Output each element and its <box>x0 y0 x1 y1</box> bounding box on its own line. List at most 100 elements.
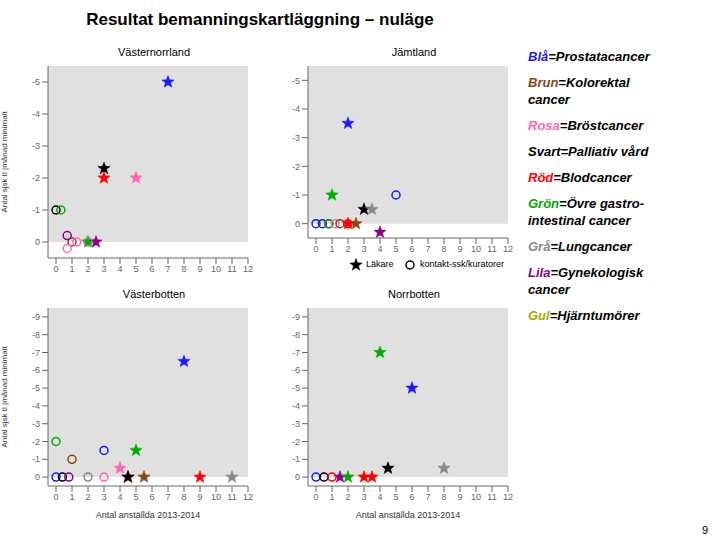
svg-text:-5: -5 <box>32 383 40 393</box>
svg-text:-8: -8 <box>32 330 40 340</box>
svg-text:4: 4 <box>117 492 122 502</box>
svg-text:-3: -3 <box>32 419 40 429</box>
svg-text:-9: -9 <box>292 312 300 322</box>
svg-text:1: 1 <box>329 492 334 502</box>
svg-text:9: 9 <box>457 492 462 502</box>
svg-text:8: 8 <box>181 264 186 274</box>
svg-text:8: 8 <box>181 492 186 502</box>
svg-text:-1: -1 <box>292 454 300 464</box>
svg-text:-2: -2 <box>292 437 300 447</box>
svg-text:0: 0 <box>53 492 58 502</box>
svg-text:2: 2 <box>345 492 350 502</box>
svg-text:Antal anställda 2013-2014: Antal anställda 2013-2014 <box>96 510 201 520</box>
html-text:Grå =Lungcancer: Grå =Lungcancer <box>528 239 632 254</box>
svg-text:12: 12 <box>243 492 253 502</box>
svg-text:Antal anställda 2013-2014: Antal anställda 2013-2014 <box>356 510 461 520</box>
svg-text:0: 0 <box>35 472 40 482</box>
svg-text:-4: -4 <box>32 401 40 411</box>
svg-text:Antal sjsk tl |månad minimalt: Antal sjsk tl |månad minimalt <box>8 111 9 213</box>
svg-text:-7: -7 <box>292 348 300 358</box>
svg-text:-5: -5 <box>32 77 40 87</box>
svg-text:3: 3 <box>101 264 106 274</box>
svg-text:12: 12 <box>503 492 513 502</box>
svg-text:0: 0 <box>313 492 318 502</box>
svg-text:3: 3 <box>361 244 366 254</box>
html-text:Lila =Gynekologisk: Lila =Gynekologisk <box>528 265 644 280</box>
html-text:Svart =Palliativ vård: Svart =Palliativ vård <box>528 144 649 159</box>
svg-text:12: 12 <box>503 244 513 254</box>
svg-text:8: 8 <box>441 492 446 502</box>
svg-text:11: 11 <box>227 264 236 274</box>
svg-text:-2: -2 <box>32 437 40 447</box>
html-text:Resultat bemanningskartläggnin: Resultat bemanningskartläggning – nuläge <box>86 10 434 29</box>
svg-text:3: 3 <box>101 492 106 502</box>
html-text:Rosa =Bröstcancer: Rosa =Bröstcancer <box>528 118 644 133</box>
svg-text:0: 0 <box>35 237 40 247</box>
html-text:Röd =Blodcancer: Röd =Blodcancer <box>528 170 632 185</box>
svg-text:10: 10 <box>211 264 221 274</box>
svg-text:-5: -5 <box>292 383 300 393</box>
svg-text:10: 10 <box>471 244 481 254</box>
svg-text:Antal sjsk tl |månad minimalt: Antal sjsk tl |månad minimalt <box>8 346 9 448</box>
svg-text:-6: -6 <box>32 365 40 375</box>
svg-text:2: 2 <box>345 244 350 254</box>
svg-text:10: 10 <box>471 492 481 502</box>
html-text:Brun =Kolorektal: Brun =Kolorektal <box>528 75 630 90</box>
svg-text:-4: -4 <box>292 104 300 114</box>
svg-text:-2: -2 <box>292 162 300 172</box>
svg-text:-7: -7 <box>32 348 40 358</box>
svg-text:0: 0 <box>295 472 300 482</box>
svg-text:0: 0 <box>295 219 300 229</box>
html-text:cancer: cancer <box>528 282 570 297</box>
svg-text:6: 6 <box>409 244 414 254</box>
svg-text:9: 9 <box>457 244 462 254</box>
svg-text:-5: -5 <box>292 76 300 86</box>
svg-text:-8: -8 <box>292 330 300 340</box>
svg-text:4: 4 <box>377 244 382 254</box>
svg-text:1: 1 <box>69 264 74 274</box>
svg-text:-1: -1 <box>32 205 40 215</box>
svg-text:-3: -3 <box>292 419 300 429</box>
svg-text:5: 5 <box>393 244 398 254</box>
svg-text:5: 5 <box>393 492 398 502</box>
svg-text:7: 7 <box>425 492 430 502</box>
svg-text:0: 0 <box>313 244 318 254</box>
svg-text:12: 12 <box>243 264 253 274</box>
svg-text:0: 0 <box>53 264 58 274</box>
svg-text:1: 1 <box>69 492 74 502</box>
svg-text:8: 8 <box>441 244 446 254</box>
svg-text:6: 6 <box>149 264 154 274</box>
svg-text:-6: -6 <box>292 365 300 375</box>
svg-text:-4: -4 <box>292 401 300 411</box>
html-text:Grön =Övre gastro-: Grön =Övre gastro- <box>528 196 644 211</box>
svg-text:2: 2 <box>85 492 90 502</box>
svg-text:5: 5 <box>133 492 138 502</box>
svg-text:-3: -3 <box>32 141 40 151</box>
svg-text:3: 3 <box>361 492 366 502</box>
svg-text:11: 11 <box>227 492 236 502</box>
svg-text:7: 7 <box>165 492 170 502</box>
svg-text:-4: -4 <box>32 109 40 119</box>
html-text:Blå =Prostatacancer: Blå =Prostatacancer <box>528 49 650 64</box>
svg-text:-2: -2 <box>32 173 40 183</box>
svg-text:11: 11 <box>487 244 496 254</box>
svg-text:-1: -1 <box>32 454 40 464</box>
svg-text:6: 6 <box>149 492 154 502</box>
svg-text:-3: -3 <box>292 133 300 143</box>
svg-text:-1: -1 <box>292 190 300 200</box>
svg-text:-9: -9 <box>32 312 40 322</box>
svg-text:5: 5 <box>133 264 138 274</box>
svg-text:1: 1 <box>329 244 334 254</box>
svg-text:7: 7 <box>425 244 430 254</box>
svg-text:2: 2 <box>85 264 90 274</box>
svg-text:4: 4 <box>377 492 382 502</box>
svg-text:10: 10 <box>211 492 221 502</box>
html-text:cancer: cancer <box>528 92 570 107</box>
html-text:intestinal cancer: intestinal cancer <box>528 213 631 228</box>
svg-text:9: 9 <box>197 492 202 502</box>
svg-text:9: 9 <box>197 264 202 274</box>
svg-text:4: 4 <box>117 264 122 274</box>
svg-text:11: 11 <box>487 492 496 502</box>
svg-text:7: 7 <box>165 264 170 274</box>
svg-text:6: 6 <box>409 492 414 502</box>
